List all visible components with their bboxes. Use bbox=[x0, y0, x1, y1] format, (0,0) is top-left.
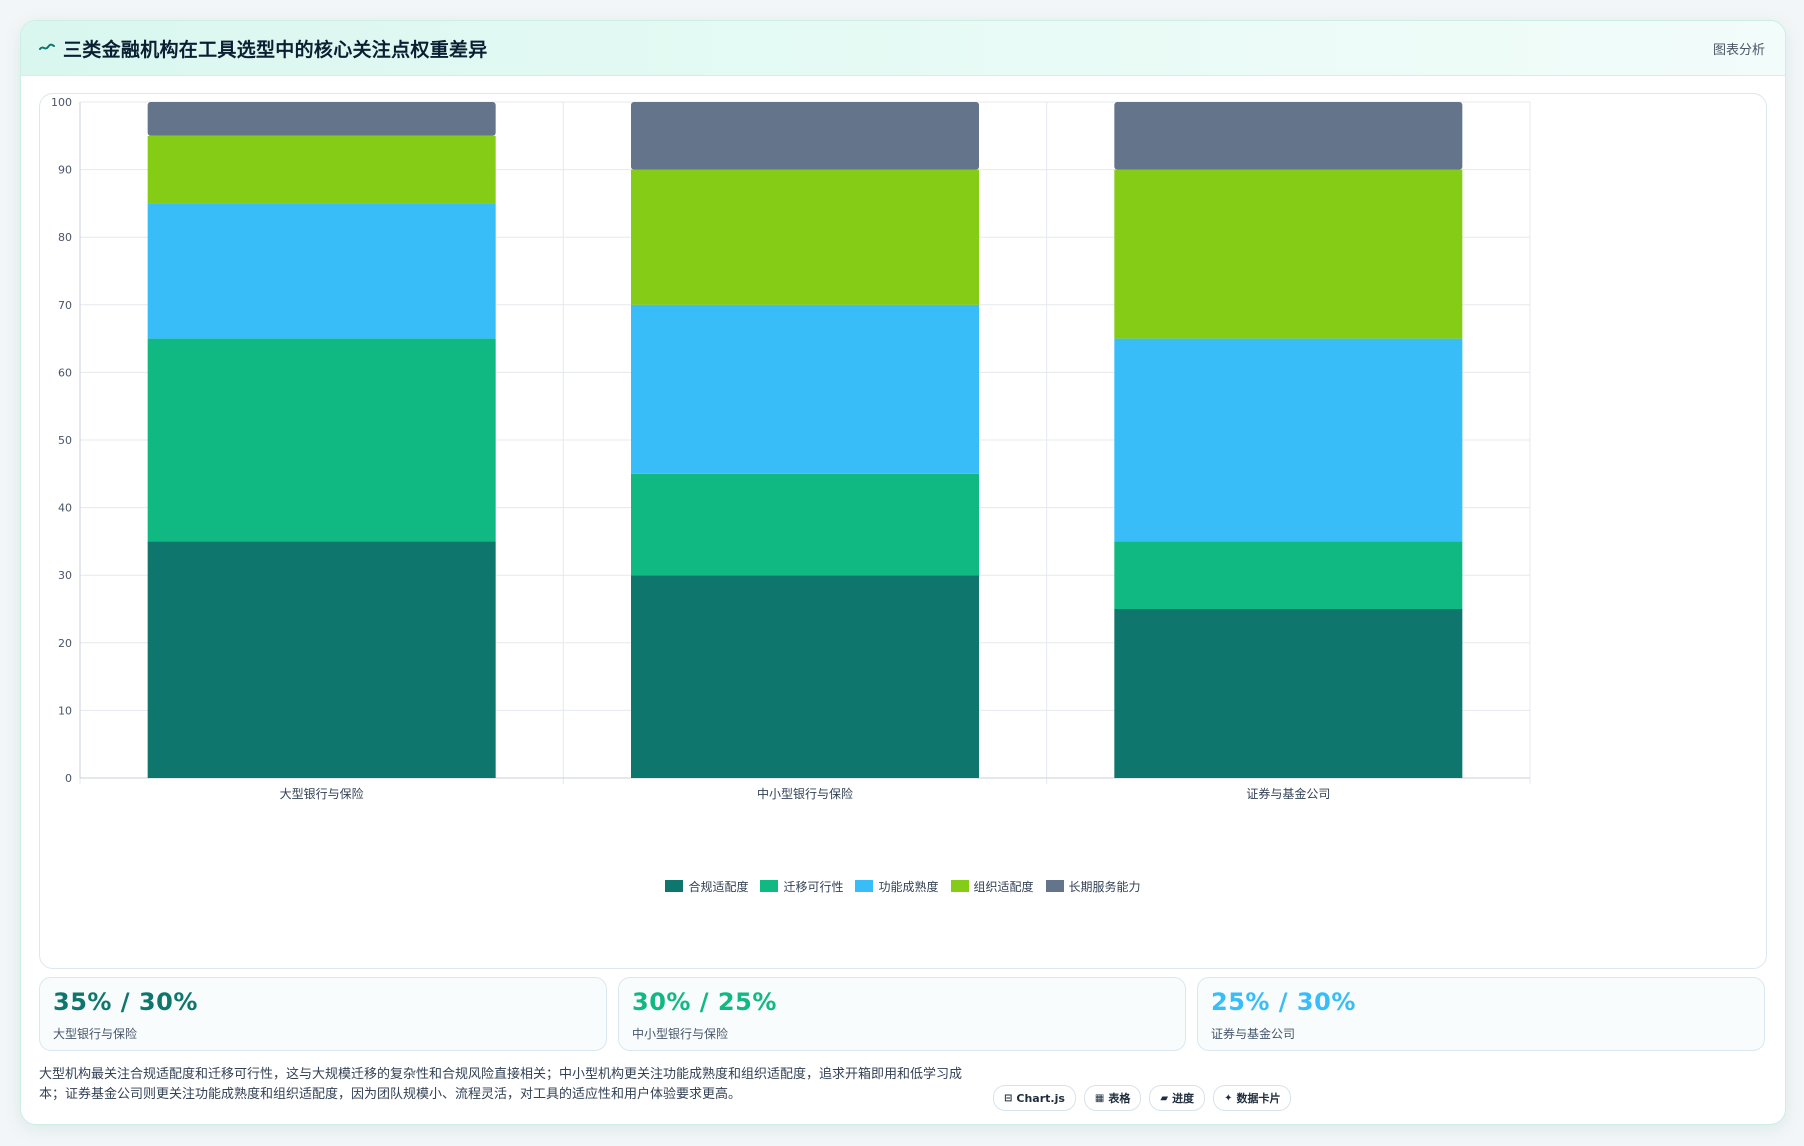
legend-swatch bbox=[950, 880, 969, 892]
legend-swatch bbox=[760, 880, 779, 892]
y-tick-label: 0 bbox=[65, 772, 72, 785]
x-tick-label: 证券与基金公司 bbox=[1246, 786, 1330, 801]
table-icon: ▦ bbox=[1094, 1092, 1105, 1104]
bar-segment bbox=[1114, 338, 1463, 542]
stat-card-small-bank: 30% / 25% 中小型银行与保险 bbox=[618, 977, 1186, 1051]
bar-segment bbox=[147, 102, 496, 136]
progress-icon: ▰ bbox=[1160, 1092, 1169, 1104]
stat-value: 30% / 25% bbox=[632, 988, 777, 1016]
bar-segment bbox=[631, 102, 979, 170]
chip-data-cards[interactable]: ✦ 数据卡片 bbox=[1213, 1085, 1292, 1111]
chip-label: 表格 bbox=[1108, 1092, 1131, 1105]
legend-label: 迁移可行性 bbox=[783, 879, 844, 894]
chip-chartjs[interactable]: ⊟ Chart.js bbox=[993, 1085, 1076, 1111]
y-tick-label: 10 bbox=[58, 704, 72, 717]
stat-card-securities: 25% / 30% 证券与基金公司 bbox=[1197, 977, 1765, 1051]
stat-value: 25% / 30% bbox=[1211, 988, 1356, 1016]
x-tick-label: 大型银行与保险 bbox=[280, 786, 364, 801]
chart-analysis-link[interactable]: 图表分析 bbox=[1712, 43, 1765, 58]
stacked-bar-chart: 0 10 20 30 40 50 60 70 80 90 100 大型银行与保险 中小型银行与保险 证券与… bbox=[51, 96, 1531, 801]
chart-card: 0 10 20 30 40 50 60 70 80 90 100 大型银行与保险 中小型银行与保险 证券与… bbox=[39, 93, 1767, 969]
analysis-note: 大型机构最关注合规适配度和迁移可行性，这与大规模迁移的复杂性和合规风险直接相关；… bbox=[39, 1067, 963, 1102]
chart-legend: 合规适配度 迁移可行性 功能成熟度 组织适配度 长期服务能力 bbox=[21, 876, 1785, 896]
legend-swatch bbox=[855, 880, 874, 892]
bar-segment bbox=[631, 304, 979, 474]
legend-item[interactable]: 合规适配度 bbox=[665, 876, 748, 896]
wave-icon bbox=[39, 43, 55, 50]
legend-label: 功能成熟度 bbox=[878, 879, 939, 894]
panel-header: 三类金融机构在工具选型中的核心关注点权重差异 图表分析 bbox=[21, 21, 1785, 76]
bar-segment bbox=[147, 135, 496, 204]
chart-icon: ⊟ bbox=[1004, 1092, 1013, 1104]
y-tick-label: 70 bbox=[58, 299, 72, 312]
bar-segment bbox=[147, 338, 496, 542]
legend-item[interactable]: 组织适配度 bbox=[950, 876, 1034, 896]
stat-label: 中小型银行与保险 bbox=[632, 1027, 729, 1041]
y-tick-label: 60 bbox=[58, 366, 72, 379]
bar-segment bbox=[1114, 169, 1463, 339]
bar-segment bbox=[1114, 541, 1463, 609]
y-tick-label: 30 bbox=[58, 569, 72, 582]
legend-item[interactable]: 迁移可行性 bbox=[760, 876, 843, 896]
bar-segment bbox=[631, 169, 979, 305]
chart-panel: 三类金融机构在工具选型中的核心关注点权重差异 图表分析 0 10 20 30 40 50 6… bbox=[20, 20, 1786, 1125]
chip-label: 数据卡片 bbox=[1236, 1092, 1281, 1105]
y-tick-label: 50 bbox=[58, 434, 72, 447]
view-chips: ⊟ Chart.js ▦ 表格 ▰ 进度 ✦ 数据卡片 bbox=[993, 1085, 1292, 1111]
y-tick-label: 100 bbox=[51, 96, 72, 109]
stat-label: 证券与基金公司 bbox=[1211, 1027, 1296, 1041]
stat-card-large-bank: 35% / 30% 大型银行与保险 bbox=[39, 977, 607, 1051]
bar-segment bbox=[147, 541, 496, 778]
legend-label: 合规适配度 bbox=[688, 879, 749, 894]
bar-segment bbox=[1114, 102, 1463, 170]
y-tick-label: 20 bbox=[58, 637, 72, 650]
bar-segment bbox=[147, 203, 496, 339]
chip-progress[interactable]: ▰ 进度 bbox=[1149, 1085, 1206, 1111]
chip-label: Chart.js bbox=[1016, 1091, 1065, 1105]
sparkle-icon: ✦ bbox=[1224, 1092, 1233, 1104]
bar-segment bbox=[1114, 609, 1463, 778]
y-tick-label: 90 bbox=[58, 164, 72, 177]
legend-swatch bbox=[665, 880, 684, 892]
stat-value: 35% / 30% bbox=[53, 988, 198, 1016]
y-tick-label: 80 bbox=[58, 231, 72, 244]
bar-segment bbox=[631, 575, 979, 778]
bar-segment bbox=[631, 473, 979, 576]
page-title: 三类金融机构在工具选型中的核心关注点权重差异 bbox=[63, 39, 488, 61]
legend-item[interactable]: 功能成熟度 bbox=[855, 876, 939, 896]
chip-table[interactable]: ▦ 表格 bbox=[1083, 1085, 1142, 1111]
legend-label: 组织适配度 bbox=[973, 879, 1034, 894]
chip-label: 进度 bbox=[1172, 1092, 1195, 1105]
legend-label: 长期服务能力 bbox=[1068, 879, 1141, 894]
x-tick-label: 中小型银行与保险 bbox=[757, 786, 853, 801]
y-tick-label: 40 bbox=[58, 502, 72, 515]
legend-item[interactable]: 长期服务能力 bbox=[1045, 876, 1141, 896]
legend-swatch bbox=[1045, 880, 1064, 892]
stat-label: 大型银行与保险 bbox=[53, 1027, 138, 1041]
